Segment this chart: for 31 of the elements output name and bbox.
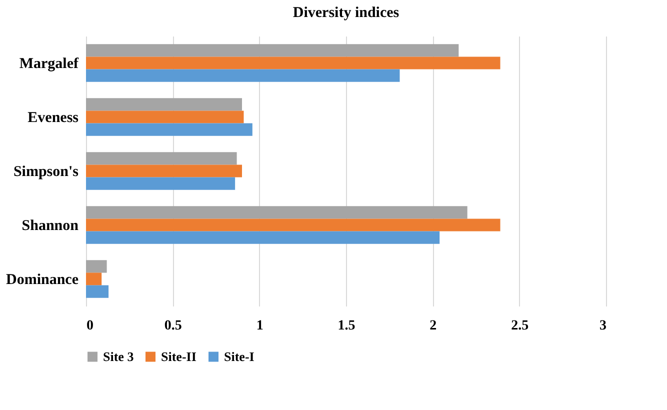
y-tick-label: Simpson's [13,164,79,180]
y-tick-label: Eveness [28,110,79,126]
x-tick-label: 1.5 [338,318,356,334]
chart-title: Diversity indices [292,5,400,21]
legend-label: Site 3 [103,348,134,364]
bar [86,110,244,124]
legend-label: Site-II [161,348,196,364]
bar [86,56,500,70]
x-tick-label: 2 [430,318,437,334]
x-tick-label: 3 [600,318,606,334]
bar [86,98,242,111]
bar [86,152,237,165]
x-tick-label: 0 [86,318,94,334]
bar [86,272,102,286]
bar [86,177,236,190]
bar [86,69,400,82]
y-tick-label: Shannon [22,218,80,234]
legend-label: Site-I [224,348,254,364]
y-tick-label: Dominance [6,272,79,288]
bar [86,285,109,298]
x-tick-label: 2.5 [511,318,529,334]
bar [86,218,500,232]
x-tick-label: 1 [256,318,264,334]
bar [86,44,459,57]
y-tick-label: Margalef [19,56,80,72]
x-tick-label: 0.5 [164,318,182,334]
bar [86,164,242,178]
bar [86,206,468,219]
bar [86,123,252,136]
bar [86,260,107,273]
bar [86,231,440,244]
